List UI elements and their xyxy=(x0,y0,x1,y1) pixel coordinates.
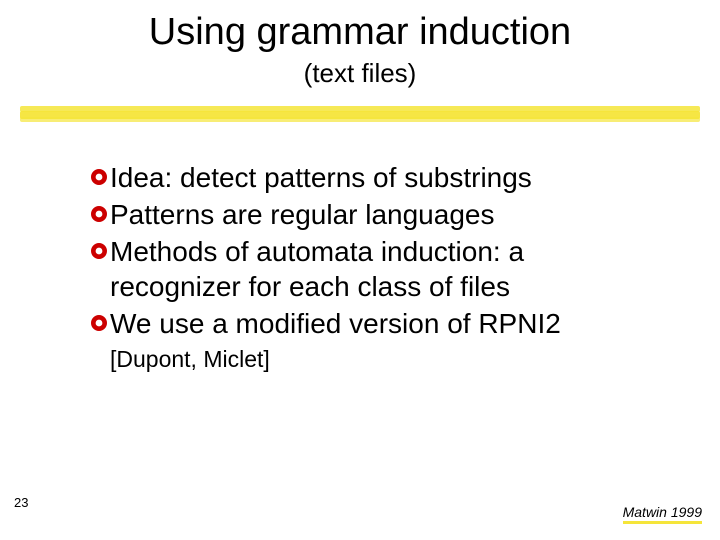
bullet-text: Patterns are regular languages xyxy=(110,197,494,232)
underline-stroke xyxy=(20,111,700,119)
content-area: Idea: detect patterns of substrings Patt… xyxy=(90,160,660,375)
bullet-text: Methods of automata induction: a recogni… xyxy=(110,234,660,304)
ring-bullet-icon xyxy=(90,205,108,223)
bullet-text: Idea: detect patterns of substrings xyxy=(110,160,532,195)
bullet-item: Patterns are regular languages xyxy=(90,197,660,232)
page-number: 23 xyxy=(14,495,28,510)
bullet-item: Idea: detect patterns of substrings xyxy=(90,160,660,195)
ring xyxy=(93,208,104,219)
slide: Using grammar induction (text files) Ide… xyxy=(0,0,720,540)
ring xyxy=(93,245,104,256)
ring-bullet-icon xyxy=(90,314,108,332)
footer-credit: Matwin 1999 xyxy=(623,504,702,524)
ring xyxy=(93,171,104,182)
sub-item: [Dupont, Miclet] xyxy=(110,345,660,375)
ring-bullet-icon xyxy=(90,168,108,186)
underline-stroke xyxy=(20,117,700,122)
title-underline xyxy=(20,106,700,124)
bullet-item: Methods of automata induction: a recogni… xyxy=(90,234,660,304)
ring-bullet-icon xyxy=(90,242,108,260)
slide-subtitle: (text files) xyxy=(0,58,720,89)
ring xyxy=(93,317,104,328)
bullet-item: We use a modified version of RPNI2 xyxy=(90,306,660,341)
bullet-text: We use a modified version of RPNI2 xyxy=(110,306,561,341)
slide-title: Using grammar induction xyxy=(0,12,720,54)
underline-stroke xyxy=(20,106,700,112)
